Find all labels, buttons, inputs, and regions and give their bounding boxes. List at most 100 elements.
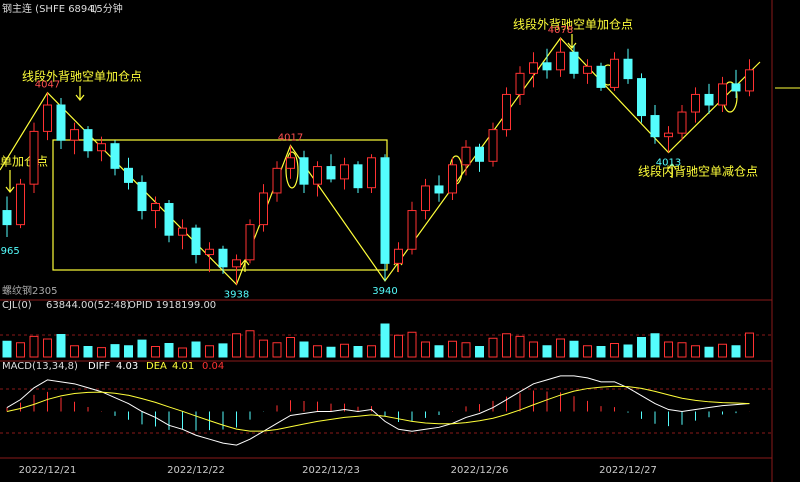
- arrow: [240, 259, 250, 272]
- volume-bar: [70, 345, 79, 358]
- macd-header: MACD(13,34,8): [2, 361, 78, 372]
- candle-body: [313, 166, 322, 185]
- candle-body: [124, 167, 133, 183]
- arrow: [567, 34, 577, 49]
- price-label: 4078: [548, 25, 573, 36]
- volume-bar: [151, 346, 160, 358]
- price-label: 3938: [224, 289, 249, 300]
- volume-bar: [83, 346, 93, 358]
- volume-bar: [218, 343, 228, 358]
- candle-body: [299, 157, 309, 185]
- candle-body: [394, 248, 403, 264]
- candle-body: [434, 185, 444, 194]
- volume-bar: [56, 334, 66, 358]
- candle-body: [569, 51, 579, 74]
- candle-body: [43, 104, 52, 132]
- legend-dea-value: 4.01: [172, 361, 194, 372]
- candle-body: [677, 111, 687, 134]
- volume-bar: [637, 337, 646, 358]
- volume-bar: [556, 338, 565, 358]
- x-tick-label: 2022/12/27: [599, 465, 657, 476]
- candle-body: [205, 248, 214, 256]
- candle-body: [461, 146, 471, 166]
- candle-body: [367, 157, 376, 189]
- candle-body: [164, 203, 174, 236]
- volume-bar: [272, 342, 282, 358]
- candle-body: [718, 83, 727, 106]
- contract: 螺纹钢2305: [2, 284, 57, 297]
- candle-body: [380, 157, 390, 264]
- candle-body: [704, 93, 714, 106]
- volume-bar: [313, 345, 322, 358]
- candle-body: [97, 143, 106, 152]
- volume-bar: [340, 343, 349, 358]
- candle-body: [596, 65, 606, 88]
- volume-bar: [745, 332, 754, 358]
- candle-body: [448, 164, 457, 194]
- candle-body: [137, 181, 147, 212]
- volume-bar: [677, 342, 687, 358]
- volume-header: CJL(0): [2, 300, 32, 311]
- volume-bar: [245, 330, 255, 358]
- candle-body: [70, 129, 79, 141]
- candle-body: [529, 62, 538, 74]
- candle-body: [475, 146, 484, 162]
- candle-body: [83, 129, 93, 152]
- volume-bar: [461, 342, 471, 358]
- volume-bar: [110, 344, 120, 358]
- volume-bar: [2, 340, 12, 358]
- volume-bar: [718, 343, 727, 358]
- volume-bar: [191, 341, 201, 358]
- volume-value: 63844.00(52:48): [46, 300, 130, 311]
- x-tick-label: 2022/12/26: [451, 465, 509, 476]
- macd-line: [6, 385, 750, 432]
- volume-bar: [691, 345, 700, 358]
- volume-bar: [569, 340, 579, 358]
- volume-bar: [596, 346, 606, 358]
- candle-body: [286, 157, 295, 169]
- volume-bar: [286, 337, 295, 358]
- candle-body: [583, 65, 592, 74]
- candle-body: [421, 185, 430, 212]
- volume-bar: [488, 337, 498, 358]
- arrow: [667, 163, 677, 178]
- volume-bar: [421, 341, 430, 358]
- volume-bar: [43, 338, 52, 358]
- price-label: 3965: [0, 246, 20, 257]
- volume-bar: [16, 342, 25, 358]
- volume-bar: [97, 347, 106, 358]
- volume-bar: [205, 345, 214, 358]
- volume-bar: [29, 335, 39, 358]
- candle-body: [245, 224, 255, 261]
- volume-bar: [434, 345, 444, 358]
- annotation: 线段外背驰空单加仓点: [22, 69, 142, 84]
- candle-body: [502, 93, 511, 131]
- volume-bar: [448, 340, 457, 358]
- candle-body: [110, 143, 120, 169]
- volume-bar: [475, 346, 484, 358]
- candle-body: [542, 62, 552, 71]
- legend-diff-value: 4.03: [116, 361, 138, 372]
- x-tick-label: 2022/12/21: [19, 465, 77, 476]
- x-tick-label: 2022/12/23: [302, 465, 360, 476]
- price-label: 4017: [278, 132, 303, 143]
- legend-macd-value: 0.04: [202, 361, 224, 372]
- volume-bar: [529, 341, 538, 358]
- candle-body: [515, 72, 525, 95]
- candle-body: [151, 203, 160, 212]
- volume-bar: [299, 341, 309, 358]
- volume-bar: [380, 323, 390, 358]
- candle-body: [556, 51, 565, 71]
- volume-bar: [353, 346, 363, 358]
- ellipse: [285, 151, 299, 189]
- volume-bar: [124, 345, 133, 358]
- candle-body: [610, 58, 619, 88]
- candle-body: [488, 129, 498, 162]
- volume-bar: [259, 339, 268, 358]
- volume-bar: [542, 345, 552, 358]
- volume-bar: [367, 345, 376, 358]
- title: 钢主连 (SHFE 6894): [2, 2, 98, 15]
- volume-bar: [178, 347, 187, 358]
- candle-body: [16, 183, 25, 226]
